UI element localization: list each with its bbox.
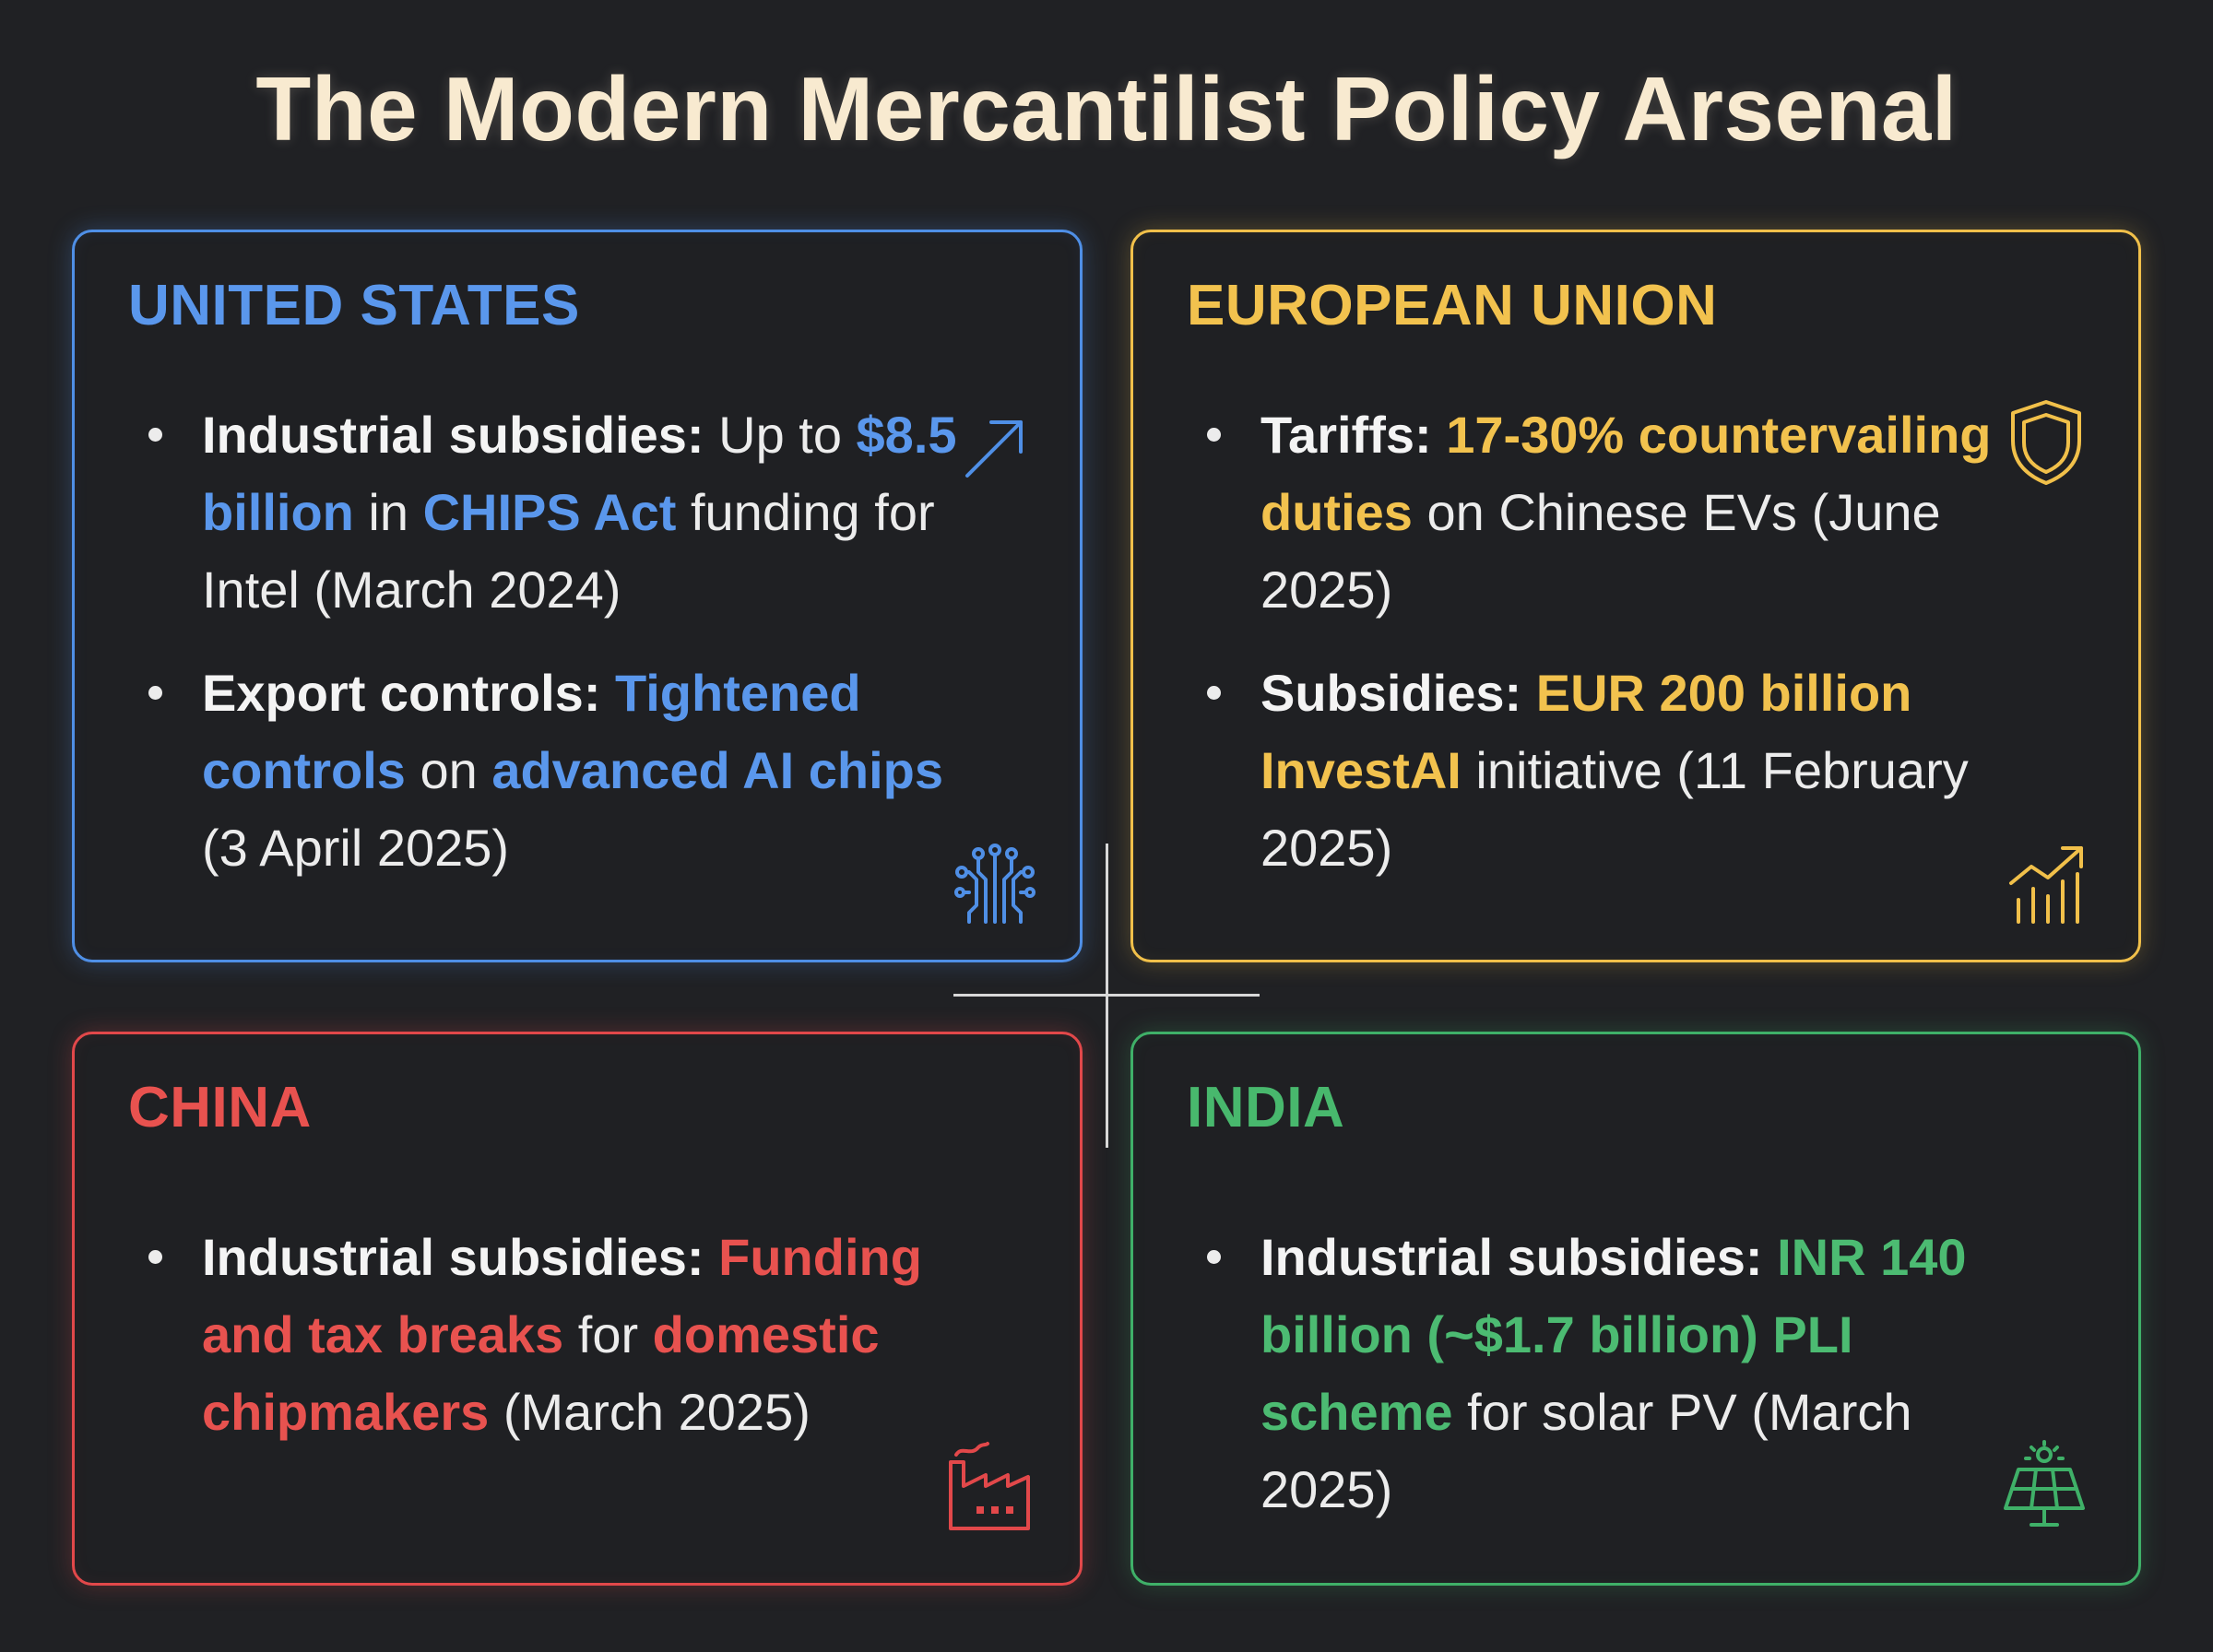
bullet-label: Tariffs: bbox=[1260, 406, 1432, 464]
panel-india: INDIA Industrial subsidies: INR 140 bill… bbox=[1130, 1032, 2141, 1586]
bullet-text bbox=[1763, 1228, 1778, 1286]
bullet-highlight: 17-30% countervailing duties bbox=[1260, 406, 1992, 541]
bullet-eu-tariffs: Tariffs: 17-30% countervailing duties on… bbox=[1187, 396, 2035, 629]
bullet-highlight: INR 140 billion (~$1.7 billion) PLI sche… bbox=[1260, 1228, 1967, 1441]
bullet-eu-subsidies: Subsidies: EUR 200 billion InvestAI init… bbox=[1187, 655, 2035, 887]
bullet-text: initiative (11 February 2025) bbox=[1260, 741, 1969, 877]
bullet-label: Industrial subsidies: bbox=[202, 406, 704, 464]
panel-european-union: EUROPEAN UNION Tariffs: 17-30% counterva… bbox=[1130, 230, 2141, 962]
panel-heading-china: CHINA bbox=[128, 1076, 312, 1139]
bullet-list-india: Industrial subsidies: INR 140 billion (~… bbox=[1187, 1219, 2035, 1528]
bullet-us-export-controls: Export controls: Tightened controls on a… bbox=[128, 655, 976, 887]
bullet-us-industrial-subsidies: Industrial subsidies: Up to $8.5 billion… bbox=[128, 396, 976, 629]
bullet-india-industrial-subsidies: Industrial subsidies: INR 140 billion (~… bbox=[1187, 1219, 2035, 1528]
bullet-text: on bbox=[405, 741, 492, 799]
bullet-highlight: advanced AI chips bbox=[491, 741, 943, 799]
bullet-text bbox=[704, 1228, 719, 1286]
page-title: The Modern Mercantilist Policy Arsenal bbox=[255, 58, 1958, 159]
panel-china: CHINA Industrial subsidies: Funding and … bbox=[72, 1032, 1083, 1586]
arrow-up-right-icon bbox=[958, 411, 1032, 485]
bullet-list-european-union: Tariffs: 17-30% countervailing duties on… bbox=[1187, 396, 2035, 887]
bullet-highlight: $8.5 billion bbox=[202, 406, 957, 541]
bullet-text: Up to bbox=[704, 406, 857, 464]
circuit-chip-icon bbox=[953, 841, 1037, 926]
growth-chart-icon bbox=[2007, 841, 2089, 926]
bullet-highlight: CHIPS Act bbox=[422, 483, 677, 541]
shield-icon bbox=[2007, 398, 2085, 487]
bullet-list-china: Industrial subsidies: Funding and tax br… bbox=[128, 1219, 976, 1451]
bullet-highlight: EUR 200 billion InvestAI bbox=[1260, 664, 1912, 799]
bullet-text: in bbox=[353, 483, 423, 541]
bullet-highlight: domestic chipmakers bbox=[202, 1305, 880, 1441]
bullet-highlight: Tightened controls bbox=[202, 664, 861, 799]
center-divider-horizontal bbox=[953, 994, 1260, 997]
bullet-text: for solar PV (March 2025) bbox=[1260, 1383, 1912, 1518]
bullet-label: Export controls: bbox=[202, 664, 601, 722]
bullet-text bbox=[1521, 664, 1536, 722]
bullet-text bbox=[600, 664, 615, 722]
solar-panel-icon bbox=[2000, 1440, 2089, 1532]
bullet-label: Industrial subsidies: bbox=[1260, 1228, 1763, 1286]
factory-icon bbox=[945, 1440, 1034, 1532]
bullet-text: funding for Intel (March 2024) bbox=[202, 483, 935, 619]
panel-united-states: UNITED STATES Industrial subsidies: Up t… bbox=[72, 230, 1083, 962]
panel-heading-united-states: UNITED STATES bbox=[128, 274, 580, 337]
bullet-label: Subsidies: bbox=[1260, 664, 1522, 722]
bullet-text bbox=[1432, 406, 1447, 464]
bullet-text: (March 2025) bbox=[489, 1383, 811, 1441]
bullet-highlight: Funding and tax breaks bbox=[202, 1228, 922, 1363]
bullet-text: for bbox=[563, 1305, 653, 1363]
bullet-china-industrial-subsidies: Industrial subsidies: Funding and tax br… bbox=[128, 1219, 976, 1451]
bullet-text: on Chinese EVs (June 2025) bbox=[1260, 483, 1941, 619]
panel-heading-european-union: EUROPEAN UNION bbox=[1187, 274, 1718, 337]
bullet-list-united-states: Industrial subsidies: Up to $8.5 billion… bbox=[128, 396, 976, 887]
panel-heading-india: INDIA bbox=[1187, 1076, 1345, 1139]
bullet-label: Industrial subsidies: bbox=[202, 1228, 704, 1286]
bullet-text: (3 April 2025) bbox=[202, 819, 510, 877]
